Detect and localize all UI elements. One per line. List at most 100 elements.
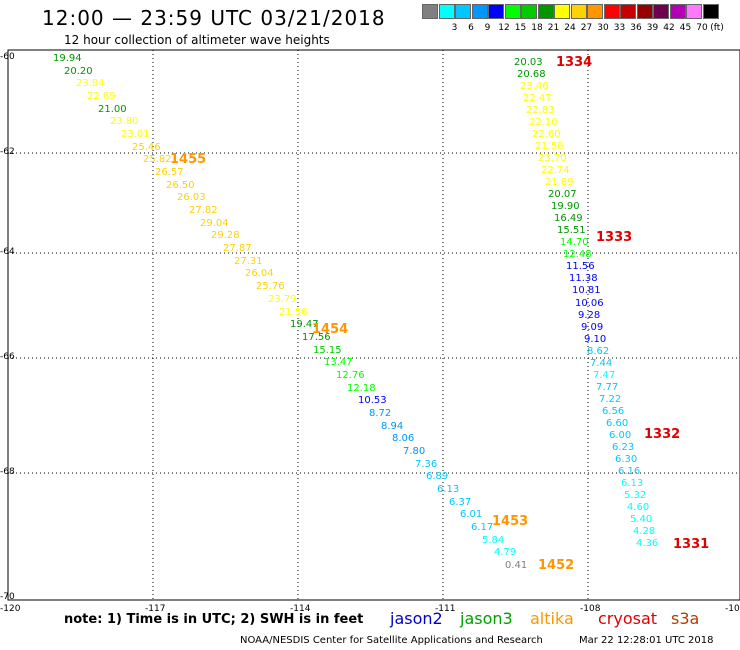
orbit-pass-number: 1455	[170, 152, 207, 167]
swh-value: 8.94	[381, 420, 404, 432]
swh-value: 6.23	[612, 441, 635, 453]
swh-value: 21.56	[279, 306, 308, 318]
swh-value: 21.89	[545, 177, 574, 189]
swh-value: 23.70	[538, 153, 567, 165]
latitude-tick: -70	[0, 592, 15, 602]
legend-swatch	[471, 4, 488, 19]
longitude-tick: -114	[290, 604, 311, 614]
swh-value: 7.44	[590, 357, 613, 369]
swh-value: 7.47	[593, 369, 616, 381]
satellite-name: altika	[530, 609, 574, 628]
legend-label: 39	[646, 23, 659, 33]
legend-label: 18	[531, 23, 543, 33]
legend-label: 12	[498, 23, 510, 33]
legend-swatch	[455, 4, 471, 19]
swh-value: 6.56	[602, 405, 625, 417]
latitude-tick: -64	[0, 247, 15, 257]
longitude-tick: -105	[725, 604, 740, 614]
legend-label: 24	[564, 23, 576, 33]
legend-label: 36	[630, 23, 642, 33]
legend-swatch	[620, 4, 636, 19]
swh-value: 27.87	[223, 243, 252, 255]
longitude-tick: -111	[435, 604, 456, 614]
legend-swatch	[702, 4, 719, 19]
orbit-pass-number: 1453	[492, 514, 529, 529]
swh-value: 20.07	[548, 189, 577, 201]
legend-label: 9	[484, 23, 491, 33]
swh-value: 22.60	[532, 129, 561, 141]
orbit-pass-number: 1331	[673, 537, 710, 552]
footer-note: note: 1) Time is in UTC; 2) SWH is in fe…	[64, 612, 364, 627]
legend-label: 30	[597, 23, 609, 33]
swh-value: 10.06	[575, 297, 604, 309]
satellite-name: jason2	[390, 609, 443, 628]
swh-value: 7.36	[415, 458, 438, 470]
swh-value: 25.82	[143, 154, 172, 166]
legend-swatch	[570, 4, 587, 19]
legend-label: 42	[663, 23, 675, 33]
swh-value: 26.04	[245, 268, 274, 280]
legend-label: 6	[468, 23, 474, 33]
legend-swatch	[603, 4, 620, 19]
swh-value: 12.76	[336, 369, 365, 381]
swh-value: 23.79	[268, 293, 297, 305]
swh-value: 23.01	[121, 129, 150, 141]
swh-value: 20.20	[64, 65, 93, 77]
swh-value: 25.46	[132, 141, 161, 153]
swh-value: 6.13	[621, 477, 644, 489]
swh-value: 29.28	[211, 230, 240, 242]
swh-value: 25.76	[256, 281, 285, 293]
swh-value: 19.94	[53, 53, 82, 64]
swh-value: 23.46	[520, 81, 549, 93]
swh-value: 4.79	[494, 547, 517, 559]
legend-swatch	[438, 4, 455, 19]
swh-value: 13.47	[324, 357, 353, 369]
longitude-tick: -108	[580, 604, 601, 614]
legend-label: 3	[451, 23, 458, 33]
swh-value: 23.84	[76, 78, 105, 90]
legend-swatch	[587, 4, 603, 19]
legend-label: 21	[547, 23, 560, 33]
swh-value: 21.00	[98, 103, 127, 115]
generated-timestamp: Mar 22 12:28:01 UTC 2018	[579, 635, 714, 646]
satellite-name: s3a	[671, 609, 700, 628]
legend-swatch	[669, 4, 686, 19]
swh-value: 5.40	[630, 513, 653, 525]
swh-value: 4.60	[627, 501, 650, 513]
longitude-tick: -120	[0, 604, 21, 614]
swh-value: 6.30	[615, 453, 638, 465]
swh-value: 8.62	[587, 345, 610, 357]
swh-value: 20.03	[514, 57, 543, 68]
swh-value: 6.89	[426, 471, 449, 483]
swh-value: 11.56	[566, 261, 595, 273]
swh-value: 7.80	[403, 445, 426, 457]
swh-value: 6.37	[449, 496, 472, 508]
legend-swatch	[488, 4, 504, 19]
orbit-pass-number: 1452	[538, 558, 575, 573]
swh-value: 12.18	[347, 382, 376, 394]
swh-value: 22.83	[526, 105, 555, 117]
swh-value: 6.00	[609, 429, 632, 441]
swh-value: 6.17	[471, 521, 494, 533]
orbit-pass-number: 1334	[556, 55, 593, 70]
longitude-tick: -117	[145, 604, 166, 614]
swh-value: 29.04	[200, 217, 229, 229]
swh-value: 22.47	[523, 93, 552, 105]
legend-swatch	[653, 4, 669, 19]
swh-value: 5.32	[624, 489, 647, 501]
legend-label: 45	[679, 23, 692, 33]
legend-swatch	[537, 4, 554, 19]
satellite-name: jason3	[460, 609, 513, 628]
swh-value: 8.06	[392, 433, 415, 445]
swh-value: 4.28	[633, 525, 656, 537]
swh-value: 6.01	[460, 509, 483, 521]
orbit-pass-number: 1332	[644, 427, 681, 442]
latitude-tick: -68	[0, 467, 15, 477]
legend-swatch	[554, 4, 570, 19]
legend-swatch	[521, 4, 537, 19]
swh-value: 19.47	[290, 319, 319, 331]
swh-value: 26.57	[155, 167, 184, 179]
swh-value: 21.58	[535, 141, 564, 153]
map-panel	[7, 49, 740, 601]
swh-value: 4.36	[636, 538, 659, 549]
